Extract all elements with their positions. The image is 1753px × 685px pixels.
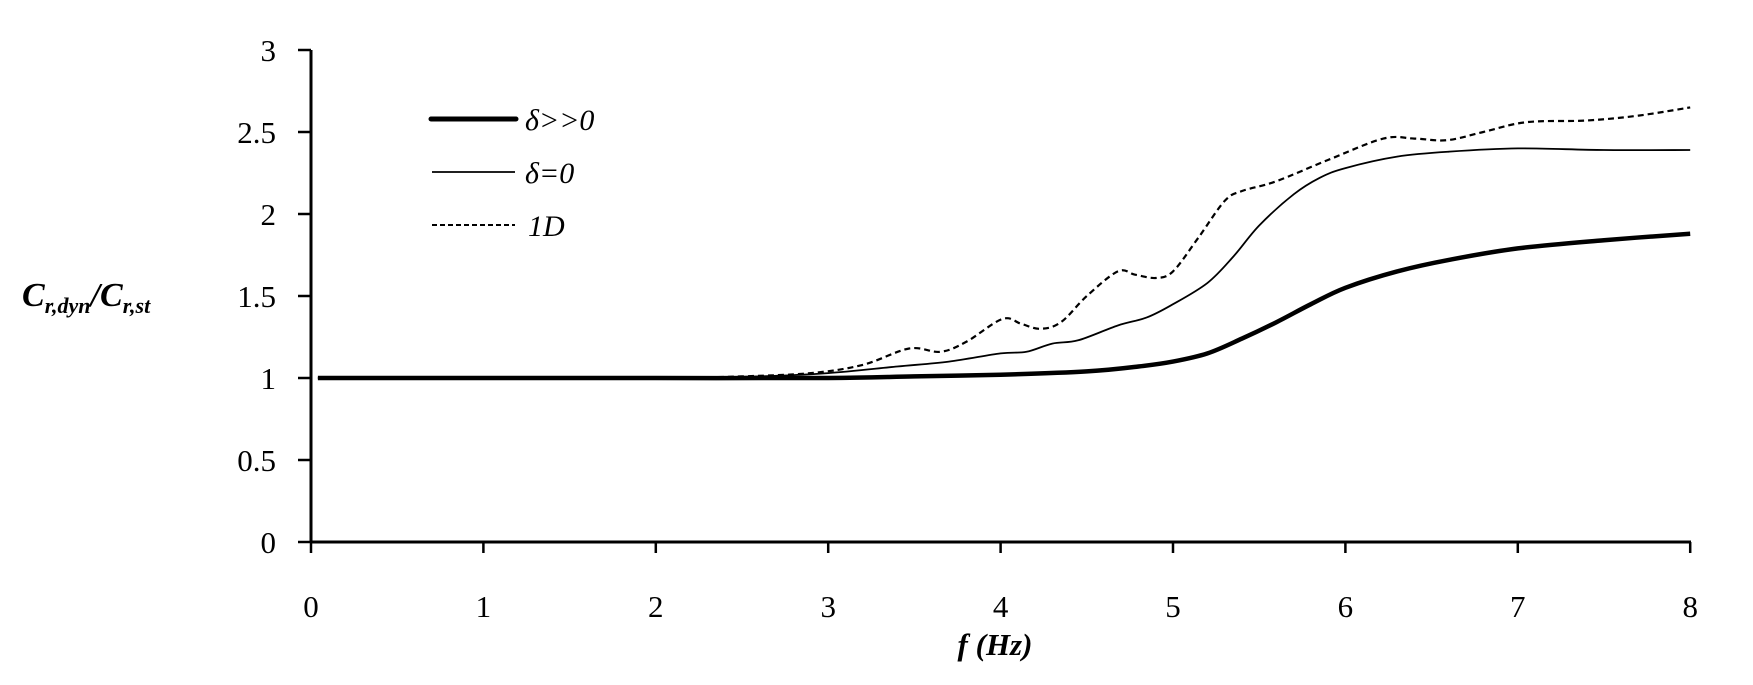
series-line-delta-large <box>317 231 1691 381</box>
plot-lines <box>317 106 1691 381</box>
legend-item-thin: δ=0 <box>432 157 574 190</box>
x-tick-label: 0 <box>303 589 319 624</box>
x-tick-label: 2 <box>648 589 664 624</box>
y-tick-label: 1.5 <box>237 279 276 314</box>
x-tick-label: 4 <box>993 589 1009 624</box>
y-title-c2: C <box>100 277 123 314</box>
y-tick-label: 0 <box>261 525 277 560</box>
x-ticks: 0 1 2 3 4 5 6 7 8 <box>303 542 1698 624</box>
y-tick-label: 2 <box>261 197 277 232</box>
y-title-sub2: r,st <box>123 293 151 318</box>
legend-item-thick: δ>>0 <box>428 104 594 137</box>
y-tick-label: 2.5 <box>237 115 276 150</box>
axes <box>309 50 1691 544</box>
x-tick-label: 7 <box>1510 589 1526 624</box>
legend: δ>>0 δ=0 1D <box>428 104 594 243</box>
legend-label-thin: δ=0 <box>525 157 574 190</box>
series-line-delta-zero <box>317 147 1691 380</box>
series-line-1d <box>317 106 1691 380</box>
y-tick-label: 3 <box>261 33 277 68</box>
legend-label-dashed: 1D <box>528 210 565 243</box>
y-ticks: 0 0.5 1 1.5 2 2.5 3 <box>237 33 311 560</box>
x-tick-label: 6 <box>1338 589 1354 624</box>
x-tick-label: 1 <box>476 589 492 624</box>
x-tick-label: 3 <box>820 589 836 624</box>
y-tick-label: 1 <box>261 361 277 396</box>
y-title-sub1: r,dyn <box>45 293 91 318</box>
x-tick-label: 8 <box>1682 589 1698 624</box>
y-title-slash: / <box>88 277 104 314</box>
y-tick-label: 0.5 <box>237 443 276 478</box>
y-title-c1: C <box>22 277 45 314</box>
legend-label-thick: δ>>0 <box>525 104 594 137</box>
y-axis-title: Cr,dyn/Cr,st <box>22 277 151 318</box>
x-axis-title: f (Hz) <box>958 627 1033 662</box>
x-tick-label: 5 <box>1165 589 1181 624</box>
legend-item-dashed: 1D <box>432 210 565 243</box>
